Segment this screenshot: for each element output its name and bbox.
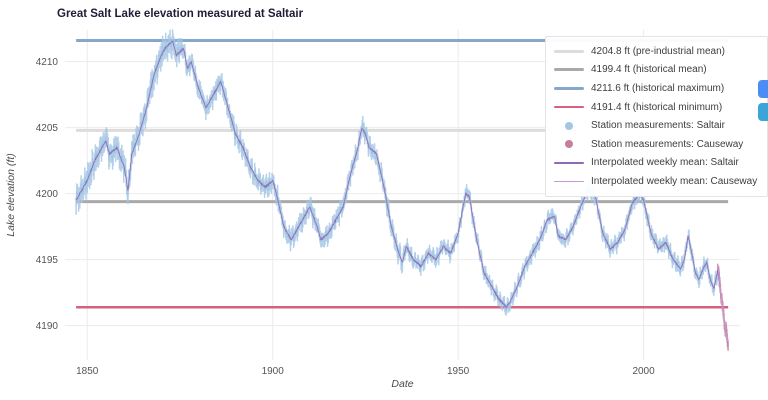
legend-item[interactable]: Station measurements: Causeway bbox=[554, 135, 757, 154]
legend-item[interactable]: 4211.6 ft (historical maximum) bbox=[554, 79, 757, 98]
swatch-shape bbox=[554, 49, 584, 53]
y-tick-label: 4200 bbox=[36, 189, 59, 200]
legend-line-swatch-icon bbox=[554, 49, 584, 53]
legend-line-swatch-icon bbox=[554, 180, 584, 183]
x-axis-title: Date bbox=[391, 378, 413, 390]
legend-line-swatch-icon bbox=[554, 162, 584, 164]
swatch-shape bbox=[554, 86, 584, 90]
y-tick-label: 4210 bbox=[36, 57, 59, 68]
swatch-shape bbox=[565, 140, 573, 149]
swatch-shape bbox=[554, 162, 584, 164]
legend-item[interactable]: 4191.4 ft (historical minimum) bbox=[554, 98, 757, 117]
swatch-shape bbox=[554, 68, 584, 72]
legend-item-label: 4199.4 ft (historical mean) bbox=[591, 64, 707, 76]
legend-line-swatch-icon bbox=[554, 105, 584, 109]
legend-line-swatch-icon bbox=[554, 68, 584, 72]
interpolated-line-3 bbox=[717, 265, 729, 342]
legend-item-label: 4191.4 ft (historical minimum) bbox=[591, 101, 723, 113]
legend-item-label: 4211.6 ft (historical maximum) bbox=[591, 82, 725, 94]
legend-item[interactable]: Station measurements: Saltair bbox=[554, 116, 757, 135]
swatch-shape bbox=[554, 180, 584, 183]
legend: 4204.8 ft (pre-industrial mean) 4199.4 ft… bbox=[545, 36, 768, 197]
swatch-shape bbox=[554, 105, 584, 109]
legend-item[interactable]: 4199.4 ft (historical mean) bbox=[554, 61, 757, 80]
legend-item-label: Station measurements: Causeway bbox=[591, 138, 744, 150]
x-tick-label: 1900 bbox=[262, 366, 285, 377]
legend-item[interactable]: 4204.8 ft (pre-industrial mean) bbox=[554, 42, 757, 61]
interpolated-line-2 bbox=[75, 40, 721, 309]
x-tick-label: 2000 bbox=[632, 366, 655, 377]
panel-button-teal[interactable] bbox=[758, 103, 768, 121]
legend-item-label: 4204.8 ft (pre-industrial mean) bbox=[591, 45, 725, 57]
legend-dot-swatch-icon bbox=[554, 140, 584, 149]
legend-line-swatch-icon bbox=[554, 86, 584, 90]
legend-item-label: Interpolated weekly mean: Saltair bbox=[591, 157, 739, 169]
x-tick-label: 1850 bbox=[76, 366, 99, 377]
panel-button-blue[interactable] bbox=[758, 80, 768, 98]
legend-item[interactable]: Interpolated weekly mean: Causeway bbox=[554, 172, 757, 191]
legend-item-label: Interpolated weekly mean: Causeway bbox=[591, 175, 758, 187]
legend-item-label: Station measurements: Saltair bbox=[591, 120, 725, 132]
y-tick-label: 4195 bbox=[36, 255, 59, 266]
x-tick-label: 1950 bbox=[447, 366, 470, 377]
y-tick-label: 4205 bbox=[36, 123, 59, 134]
chart-title: Great Salt Lake elevation measured at Sa… bbox=[57, 8, 304, 20]
swatch-shape bbox=[565, 121, 573, 130]
legend-dot-swatch-icon bbox=[554, 121, 584, 130]
legend-item[interactable]: Interpolated weekly mean: Saltair bbox=[554, 154, 757, 173]
y-axis-title: Lake elevation (ft) bbox=[5, 153, 17, 236]
y-tick-label: 4190 bbox=[36, 321, 59, 332]
